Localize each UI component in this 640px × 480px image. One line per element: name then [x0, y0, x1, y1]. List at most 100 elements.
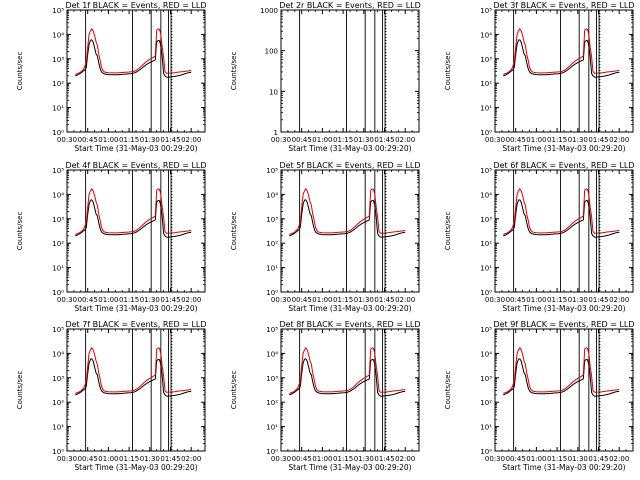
y-tick-label: 10³	[52, 216, 64, 224]
x-tick-label: 01:45	[374, 455, 394, 463]
x-tick-label: 00:45	[292, 455, 312, 463]
x-tick-label: 01:45	[374, 136, 394, 144]
y-tick-label: 10⁰	[52, 129, 64, 137]
y-tick-label: 10⁵	[52, 167, 64, 175]
y-tick-label: 10¹	[266, 424, 278, 432]
x-tick-label: 01:15	[333, 296, 353, 304]
y-tick-label: 10⁰	[266, 289, 278, 297]
x-tick-label: 02:00	[395, 455, 415, 463]
x-tick-label: 01:00	[526, 296, 546, 304]
x-tick-label: 00:45	[78, 296, 98, 304]
x-tick-label: 00:30	[271, 455, 291, 463]
y-tick-label: 10⁵	[52, 326, 64, 334]
x-axis-label: Start Time (31-May-03 00:29:20)	[74, 463, 197, 472]
x-axis-label: Start Time (31-May-03 00:29:20)	[288, 144, 411, 153]
plot-frame	[280, 9, 420, 133]
y-tick-label: 10²	[52, 80, 64, 88]
lld-line	[75, 187, 192, 235]
x-tick-label: 01:00	[312, 455, 332, 463]
x-tick-label: 01:00	[98, 296, 118, 304]
y-tick-label: 10⁵	[266, 167, 278, 175]
x-tick-label: 00:30	[57, 296, 77, 304]
x-tick-label: 01:30	[354, 455, 374, 463]
x-tick-label: 00:45	[506, 136, 526, 144]
x-axis-label: Start Time (31-May-03 00:29:20)	[74, 304, 197, 313]
y-tick-label: 10¹	[480, 105, 492, 113]
y-tick-label: 1	[274, 129, 278, 137]
y-tick-label: 10⁴	[52, 191, 64, 199]
x-tick-label: 02:00	[181, 455, 201, 463]
y-tick-label: 10²	[480, 240, 492, 248]
panel-title: Det 8f BLACK = Events, RED = LLD	[279, 320, 420, 329]
x-tick-label: 02:00	[609, 455, 629, 463]
y-tick-label: 10	[269, 88, 278, 96]
x-tick-label: 00:30	[57, 136, 77, 144]
x-tick-label: 01:15	[119, 136, 139, 144]
panel-title: Det 5f BLACK = Events, RED = LLD	[279, 161, 420, 170]
y-tick-label: 10²	[52, 399, 64, 407]
y-tick-label: 10¹	[480, 424, 492, 432]
y-tick-label: 10²	[266, 399, 278, 407]
x-tick-label: 00:30	[57, 455, 77, 463]
x-tick-label: 01:00	[98, 136, 118, 144]
y-tick-label: 1000	[260, 7, 278, 15]
y-tick-label: 10⁵	[52, 7, 64, 15]
y-axis-label: Counts/sec	[230, 371, 238, 410]
y-tick-label: 10⁵	[480, 167, 492, 175]
y-tick-label: 10⁴	[266, 350, 278, 358]
y-tick-label: 10¹	[52, 265, 64, 273]
x-tick-label: 02:00	[181, 296, 201, 304]
x-tick-label: 02:00	[609, 136, 629, 144]
events-line	[503, 358, 620, 397]
y-tick-label: 10⁰	[480, 129, 492, 137]
lld-line	[503, 27, 620, 75]
x-tick-label: 02:00	[181, 136, 201, 144]
y-tick-label: 10¹	[266, 265, 278, 273]
lld-line	[289, 346, 406, 394]
y-tick-label: 10³	[480, 56, 492, 64]
x-tick-label: 01:45	[160, 136, 180, 144]
y-tick-label: 10⁵	[480, 326, 492, 334]
y-tick-label: 10⁰	[52, 448, 64, 456]
panel-title: Det 6f BLACK = Events, RED = LLD	[493, 161, 634, 170]
lld-line	[75, 27, 192, 75]
x-tick-label: 01:45	[160, 455, 180, 463]
x-tick-label: 01:30	[140, 136, 160, 144]
x-axis-label: Start Time (31-May-03 00:29:20)	[502, 304, 625, 313]
y-tick-label: 10²	[480, 80, 492, 88]
events-line	[75, 39, 192, 78]
x-tick-label: 02:00	[395, 136, 415, 144]
x-tick-label: 00:30	[485, 296, 505, 304]
panel-title: Det 7f BLACK = Events, RED = LLD	[65, 320, 206, 329]
y-tick-label: 10³	[266, 216, 278, 224]
y-tick-label: 10⁴	[480, 350, 492, 358]
x-tick-label: 01:15	[333, 136, 353, 144]
x-tick-label: 00:30	[485, 136, 505, 144]
y-tick-label: 10⁴	[266, 191, 278, 199]
y-tick-label: 10²	[266, 240, 278, 248]
x-axis-label: Start Time (31-May-03 00:29:20)	[502, 144, 625, 153]
y-tick-label: 100	[265, 48, 278, 56]
x-tick-label: 00:45	[292, 296, 312, 304]
x-tick-label: 01:30	[354, 296, 374, 304]
x-tick-label: 00:45	[78, 455, 98, 463]
lld-line	[503, 187, 620, 235]
x-axis-label: Start Time (31-May-03 00:29:20)	[74, 144, 197, 153]
y-tick-label: 10¹	[52, 424, 64, 432]
events-line	[503, 39, 620, 78]
y-tick-label: 10⁴	[52, 31, 64, 39]
x-tick-label: 01:15	[333, 455, 353, 463]
x-tick-label: 01:00	[526, 455, 546, 463]
panel-title: Det 3f BLACK = Events, RED = LLD	[493, 1, 634, 10]
events-line	[289, 358, 406, 397]
x-tick-label: 01:30	[354, 136, 374, 144]
y-axis-label: Counts/sec	[16, 212, 24, 251]
x-axis-label: Start Time (31-May-03 00:29:20)	[288, 463, 411, 472]
x-axis-label: Start Time (31-May-03 00:29:20)	[288, 304, 411, 313]
events-line	[75, 358, 192, 397]
